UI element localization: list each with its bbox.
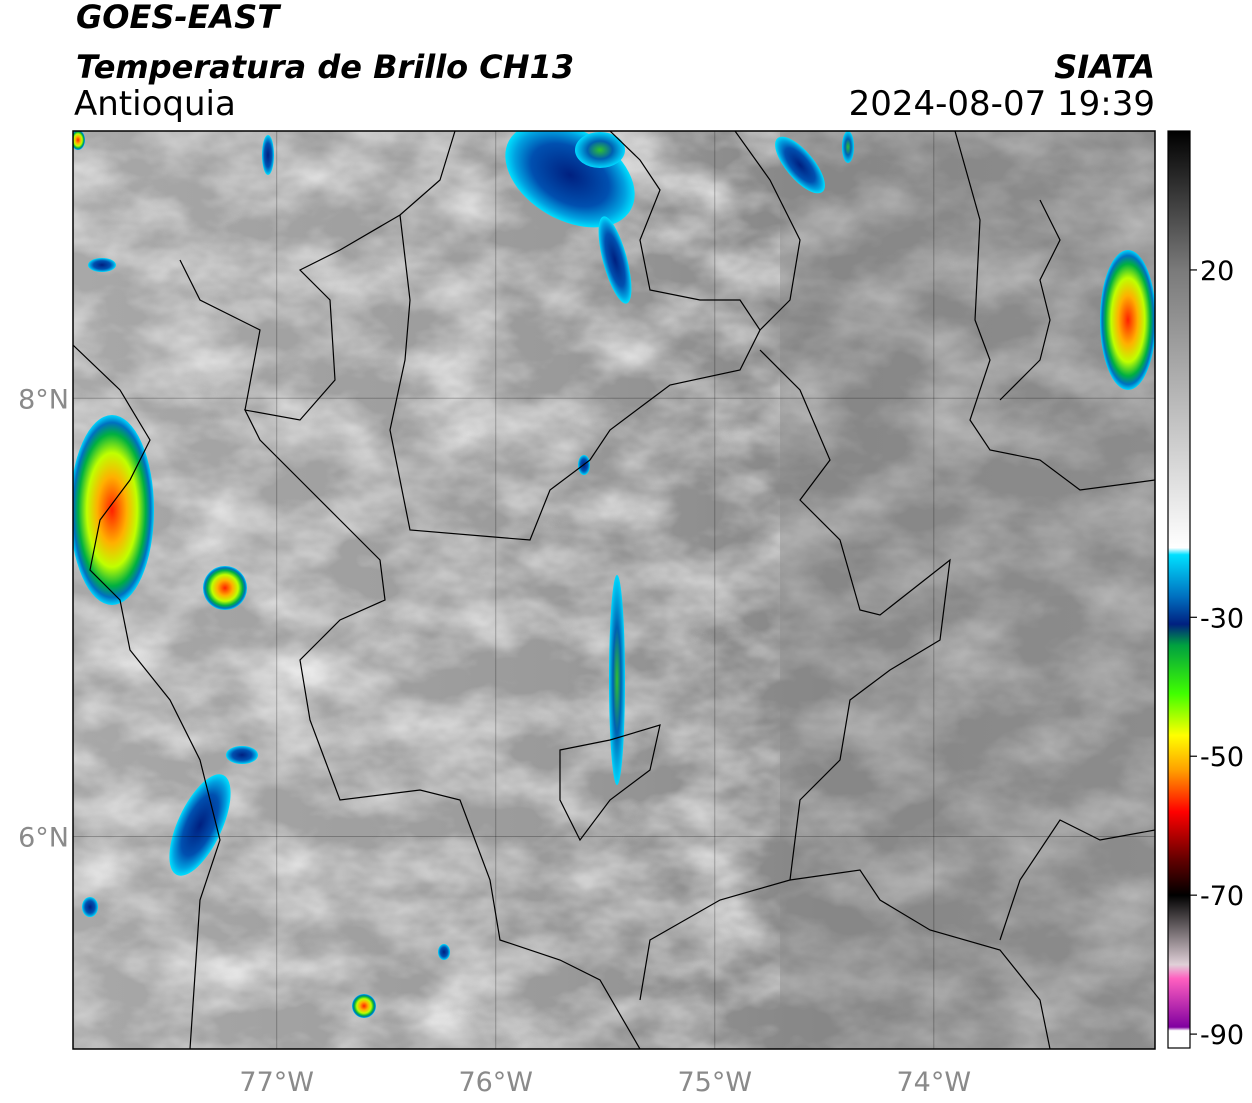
y-tick-label: 8°N <box>18 384 69 415</box>
borders <box>73 131 1155 1049</box>
y-tick-label: 6°N <box>18 822 69 853</box>
map-frame <box>72 130 1156 1050</box>
x-tick-label: 74°W <box>897 1067 972 1098</box>
datetime: 2024-08-07 19:39 <box>849 84 1155 124</box>
region: Antioquia <box>74 84 236 124</box>
title: GOES-EAST <box>76 0 281 36</box>
x-tick-label: 76°W <box>458 1067 533 1098</box>
x-tick-label: 75°W <box>677 1067 752 1098</box>
subtitle: Temperatura de Brillo CH13 <box>76 48 574 86</box>
satellite-image <box>73 131 1155 1049</box>
colorbar-tick-label: -50 <box>1200 742 1244 773</box>
colorbar <box>1167 130 1191 1049</box>
colorbar-tick-label: -70 <box>1200 881 1244 912</box>
colorbar-tick-label: -90 <box>1200 1020 1244 1051</box>
x-tick-label: 77°W <box>239 1067 314 1098</box>
colorbar-tick-label: -30 <box>1200 603 1244 634</box>
source: SIATA <box>1054 48 1155 86</box>
graticule <box>73 131 1155 1049</box>
colorbar-tick-label: 20 <box>1200 256 1234 287</box>
